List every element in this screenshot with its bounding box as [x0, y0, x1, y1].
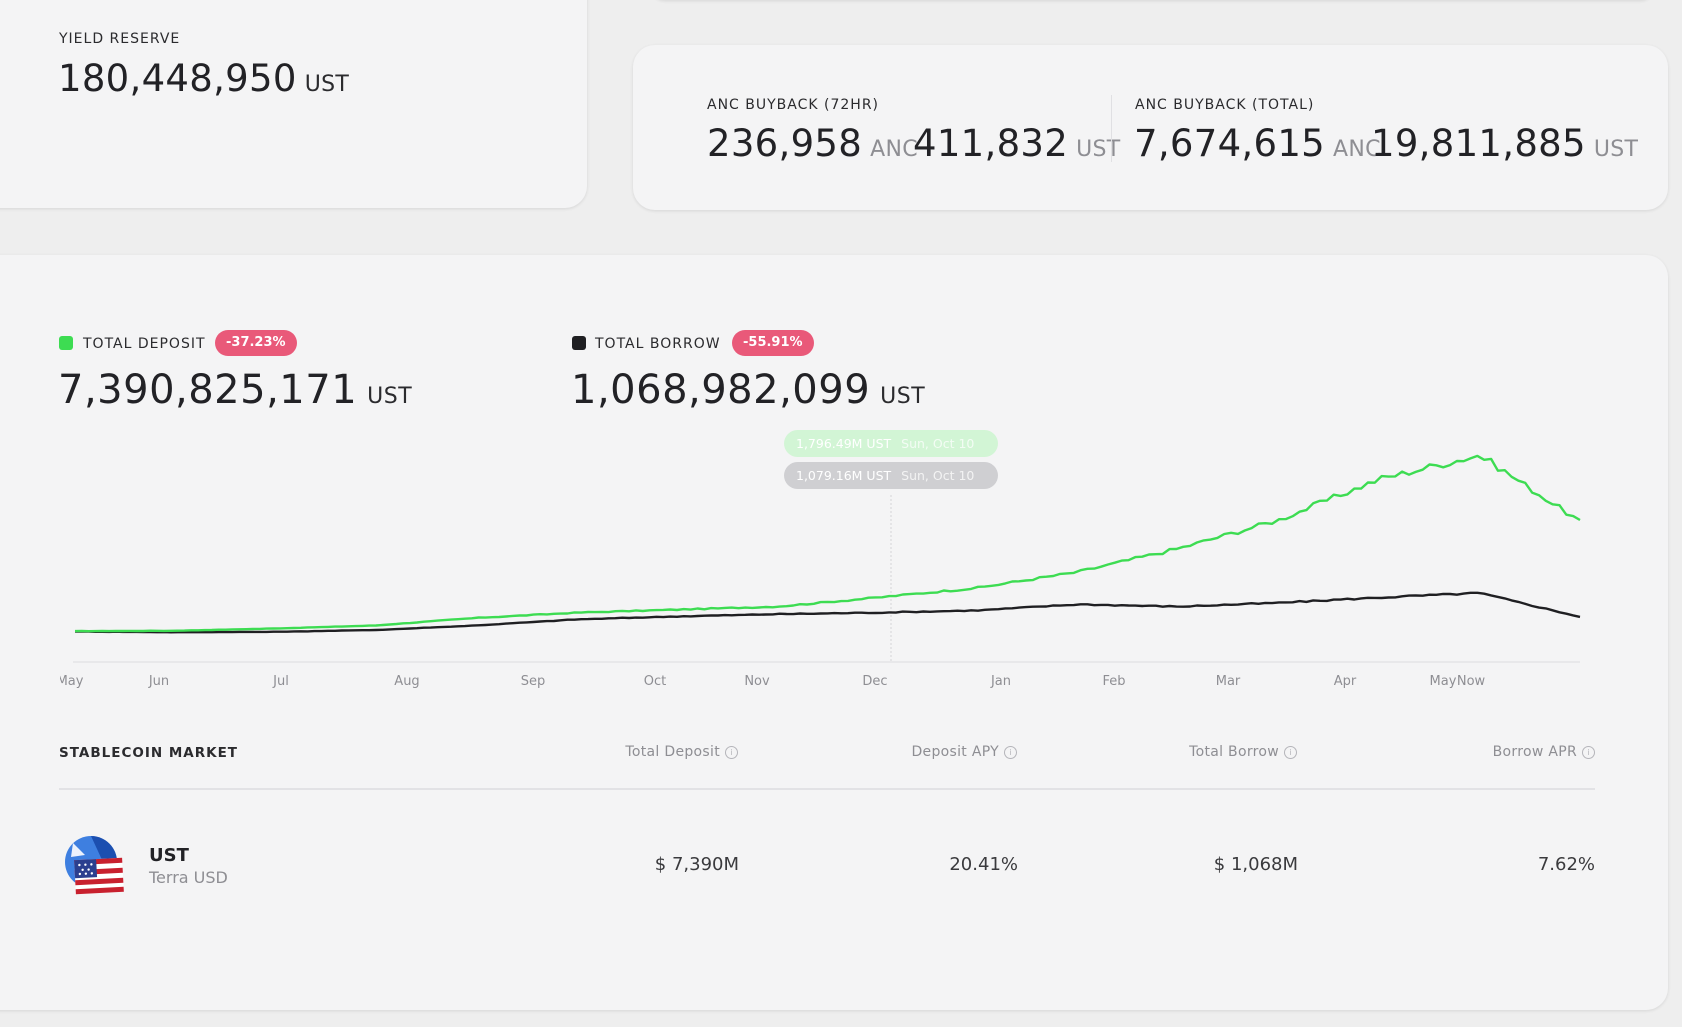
buyback-total-ust-value: 19,811,885: [1371, 122, 1586, 165]
buyback-total-anc-value: 7,674,615: [1134, 122, 1326, 165]
buyback-total-anc: 7,674,615 ANC: [1134, 122, 1381, 165]
deposit-borrow-chart[interactable]: May Jun Jul Aug Sep Oct Nov Dec Jan Feb Mar Apr May N…: [60, 425, 1600, 695]
buyback-total-label: ANC BUYBACK (TOTAL): [1135, 97, 1315, 113]
coin-name: Terra USD: [149, 868, 228, 887]
x-tick-label: Jul: [272, 674, 289, 689]
x-tick-label: Sep: [521, 674, 546, 689]
deposit-legend-square: [59, 336, 73, 350]
column-header-deposit-apy[interactable]: Deposit APY i: [911, 744, 1017, 760]
borrow-tooltip: 1,079.16M UST Sun, Oct 10: [784, 462, 998, 489]
yield-reserve-unit: UST: [304, 72, 350, 97]
deposit-series-line: [74, 454, 1581, 633]
ust-flag-icon: [65, 836, 124, 895]
total-borrow-label: TOTAL BORROW: [595, 336, 721, 352]
borrow-tooltip-date: Sun, Oct 10: [901, 468, 975, 483]
borrow-tooltip-value: 1,079.16M UST: [796, 468, 892, 483]
x-tick-label: Now: [1457, 674, 1486, 689]
borrow-legend-square: [572, 336, 586, 350]
total-deposit-amount: 7,390,825,171: [58, 367, 358, 413]
stablecoin-market-title: STABLECOIN MARKET: [59, 745, 239, 761]
row-borrow-apr: 7.62%: [1537, 854, 1595, 875]
buyback-total-ust-unit: UST: [1593, 137, 1639, 162]
info-icon[interactable]: i: [1582, 746, 1595, 759]
deposit-tooltip-date: Sun, Oct 10: [901, 436, 975, 451]
column-header-total-deposit-label: Total Deposit: [625, 744, 720, 760]
x-tick-label: Aug: [394, 674, 419, 689]
total-deposit-unit: UST: [367, 384, 413, 409]
info-icon[interactable]: i: [725, 746, 738, 759]
deposit-change-badge: -37.23%: [215, 330, 297, 356]
total-borrow-value: 1,068,982,099 UST: [571, 367, 925, 413]
total-deposit-value: 7,390,825,171 UST: [58, 367, 412, 413]
borrow-change-badge: -55.91%: [732, 330, 814, 356]
column-header-borrow-apr[interactable]: Borrow APR i: [1493, 744, 1595, 760]
column-header-total-borrow[interactable]: Total Borrow i: [1189, 744, 1297, 760]
row-total-deposit: $ 7,390M: [654, 854, 739, 875]
buyback-72hr-anc-unit: ANC: [870, 137, 918, 162]
buyback-72hr-ust-unit: UST: [1076, 137, 1121, 162]
x-axis-ticks: May Jun Jul Aug Sep Oct Nov Dec Jan Feb Mar Apr May N…: [60, 674, 1486, 689]
coin-symbol: UST: [149, 845, 189, 866]
x-tick-label: Apr: [1334, 674, 1357, 689]
row-total-borrow: $ 1,068M: [1213, 854, 1298, 875]
x-tick-label: May: [60, 674, 84, 689]
info-icon[interactable]: i: [1004, 746, 1017, 759]
deposit-tooltip-value: 1,796.49M UST: [796, 436, 892, 451]
x-tick-label: Jan: [990, 674, 1011, 689]
buyback-72hr-anc: 236,958 ANC: [707, 122, 918, 165]
column-header-total-deposit[interactable]: Total Deposit i: [625, 744, 738, 760]
yield-reserve-amount: 180,448,950: [58, 57, 297, 100]
info-icon[interactable]: i: [1284, 746, 1297, 759]
x-tick-label: Oct: [644, 674, 666, 689]
anc-buyback-card: [633, 45, 1668, 210]
buyback-total-anc-unit: ANC: [1333, 137, 1381, 162]
borrow-series-line: [74, 591, 1581, 634]
column-header-deposit-apy-label: Deposit APY: [911, 744, 999, 760]
row-deposit-apy: 20.41%: [949, 854, 1018, 875]
x-tick-label: Feb: [1102, 674, 1125, 689]
yield-reserve-value: 180,448,950 UST: [58, 57, 349, 100]
x-tick-label: May: [1430, 674, 1457, 689]
x-tick-label: Dec: [862, 674, 887, 689]
buyback-72hr-label: ANC BUYBACK (72HR): [707, 97, 880, 113]
buyback-divider: [1111, 95, 1112, 162]
yield-reserve-label: YIELD RESERVE: [59, 31, 181, 47]
buyback-72hr-ust-value: 411,832: [913, 122, 1069, 165]
x-tick-label: Nov: [744, 674, 770, 689]
x-tick-label: Mar: [1216, 674, 1241, 689]
total-borrow-amount: 1,068,982,099: [571, 367, 871, 413]
x-tick-label: Jun: [148, 674, 169, 689]
buyback-total-ust: 19,811,885 UST: [1371, 122, 1638, 165]
buyback-72hr-ust: 411,832 UST: [913, 122, 1121, 165]
column-header-total-borrow-label: Total Borrow: [1189, 744, 1279, 760]
table-header-divider: [59, 788, 1595, 790]
deposit-tooltip: 1,796.49M UST Sun, Oct 10: [784, 430, 998, 457]
total-deposit-label: TOTAL DEPOSIT: [83, 336, 206, 352]
buyback-72hr-anc-value: 236,958: [707, 122, 863, 165]
column-header-borrow-apr-label: Borrow APR: [1492, 744, 1577, 760]
total-borrow-unit: UST: [880, 384, 926, 409]
yield-reserve-card: [0, 0, 587, 208]
